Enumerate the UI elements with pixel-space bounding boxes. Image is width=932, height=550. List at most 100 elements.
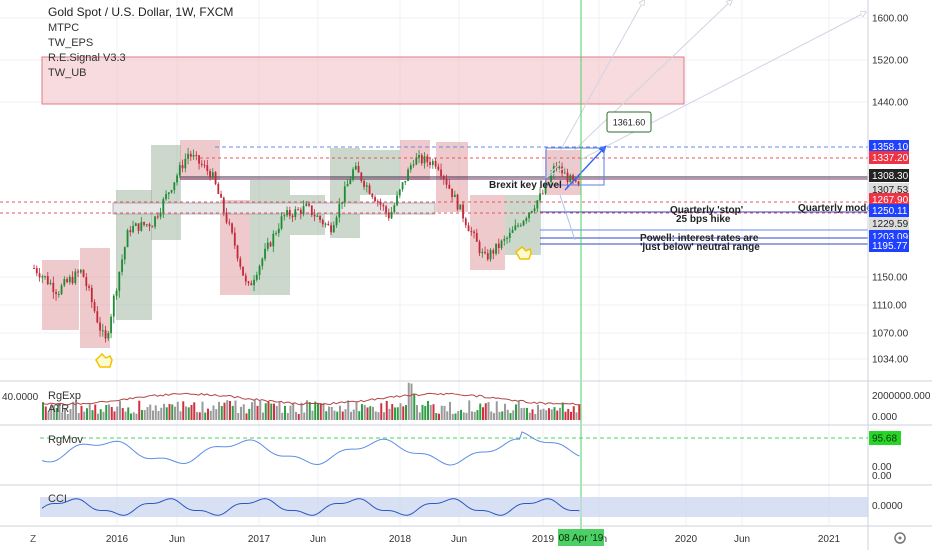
candle-body: [35, 268, 38, 274]
price-badge-label: 1358.10: [872, 142, 909, 153]
rgexp-label[interactable]: RgExp: [48, 390, 82, 402]
price-tick-label: 1070.00: [872, 329, 909, 340]
rgexp-bar: [380, 403, 383, 420]
candle-body: [316, 215, 319, 217]
rgexp-value: 40.0000: [2, 392, 39, 403]
candle-body: [294, 209, 297, 218]
time-tick-label: Jun: [451, 534, 467, 545]
rgexp-bar: [484, 403, 487, 420]
candle-body: [561, 166, 563, 174]
rgexp-bar: [476, 410, 479, 420]
rgexp-bars[interactable]: [42, 382, 581, 420]
candle-body: [99, 322, 101, 331]
candle-body: [107, 333, 110, 339]
indicator-re-signal[interactable]: R.E.Signal V3.3: [48, 52, 126, 64]
candle-body: [547, 181, 550, 184]
indicator-mtpc[interactable]: MTPC: [48, 22, 80, 34]
rgexp-bar: [561, 402, 564, 420]
rgexp-bar: [58, 403, 61, 420]
candle-body: [272, 233, 275, 247]
indicator-tw-eps[interactable]: TW_EPS: [48, 37, 94, 49]
rgmov-label[interactable]: RgMov: [48, 434, 83, 446]
rgexp-bar: [42, 402, 44, 420]
target-price-label: 1361.60: [613, 118, 646, 128]
time-axis[interactable]: 2016Jun2017Jun2018Jun2019Jun2020Jun2021: [106, 534, 841, 545]
rgexp-bar: [361, 404, 363, 420]
rgexp-bar: [86, 408, 88, 420]
candle-body: [497, 243, 500, 249]
atr-label[interactable]: ATR: [48, 403, 70, 415]
candle-body: [357, 165, 360, 173]
pointer-icon: [95, 245, 532, 368]
rgmov-axis-tick-2: 0.00: [872, 471, 892, 482]
candle-body: [255, 274, 258, 280]
candle-body: [211, 172, 214, 178]
candle-body: [129, 230, 132, 233]
candle-body: [376, 201, 379, 203]
rgexp-bar: [537, 404, 539, 420]
candle-body: [154, 216, 156, 227]
candle-body: [572, 175, 574, 181]
candle-body: [167, 192, 170, 194]
candle-body: [66, 279, 68, 283]
rgexp-bar: [534, 413, 537, 420]
rgexp-bar: [457, 411, 460, 420]
candle-body: [104, 330, 107, 339]
candle-body: [126, 230, 129, 248]
target-callout[interactable]: 1361.60: [606, 111, 652, 133]
rgexp-bar: [506, 409, 509, 420]
rgexp-bar: [465, 412, 468, 420]
candle-body: [222, 197, 225, 213]
candle-body: [569, 175, 572, 183]
rgexp-bar: [358, 411, 361, 420]
tradingview-logo[interactable]: Z: [30, 534, 36, 545]
candle-body: [371, 193, 374, 198]
rgexp-bar: [251, 402, 253, 420]
candle-body: [214, 172, 217, 184]
price-axis[interactable]: 1600.00 1520.00 1440.00 1150.00 1110.00 1070.…: [872, 14, 909, 366]
rgexp-bar: [578, 404, 581, 420]
rgexp-bar: [113, 411, 116, 420]
cci-label[interactable]: CCI: [48, 493, 67, 505]
rgexp-bar: [108, 404, 110, 420]
rgexp-bar: [273, 403, 275, 420]
rgexp-bar: [55, 407, 58, 420]
candle-body: [335, 217, 338, 226]
candle-body: [165, 193, 167, 200]
candle-body: [448, 184, 451, 189]
selection-box[interactable]: [545, 147, 605, 186]
candle-body: [88, 286, 90, 288]
rgexp-bar: [121, 408, 124, 420]
candle-body: [506, 237, 508, 239]
rgexp-bar: [407, 382, 410, 420]
time-tick-label: 2019: [532, 534, 555, 545]
candle-body: [110, 316, 112, 334]
candle-body: [522, 220, 525, 226]
time-tick-label: 2021: [818, 534, 841, 545]
candle-body: [302, 206, 305, 214]
indicator-tw-ub[interactable]: TW_UB: [48, 67, 87, 79]
candle-body: [393, 205, 396, 213]
candle-body: [459, 204, 462, 210]
rgexp-bar: [493, 413, 495, 420]
rgexp-bar: [226, 400, 229, 420]
rgexp-bar: [347, 400, 350, 420]
rgexp-bar: [245, 413, 248, 420]
rgexp-bar: [432, 404, 435, 420]
candle-body: [90, 287, 93, 303]
rgexp-bar: [531, 409, 534, 420]
candle-body: [115, 290, 118, 296]
candle-body: [500, 240, 503, 249]
rgexp-bar: [259, 400, 262, 420]
rgexp-bar: [523, 407, 526, 420]
rgexp-bar: [504, 403, 506, 420]
candles[interactable]: [33, 148, 580, 343]
candle-body: [140, 221, 143, 231]
resistance-zone[interactable]: [41, 56, 685, 105]
candle-body: [319, 215, 321, 220]
rgexp-bar: [182, 401, 185, 420]
rgexp-bar: [482, 407, 484, 420]
candle-body: [96, 311, 99, 323]
settings-gear-icon[interactable]: [894, 532, 906, 544]
